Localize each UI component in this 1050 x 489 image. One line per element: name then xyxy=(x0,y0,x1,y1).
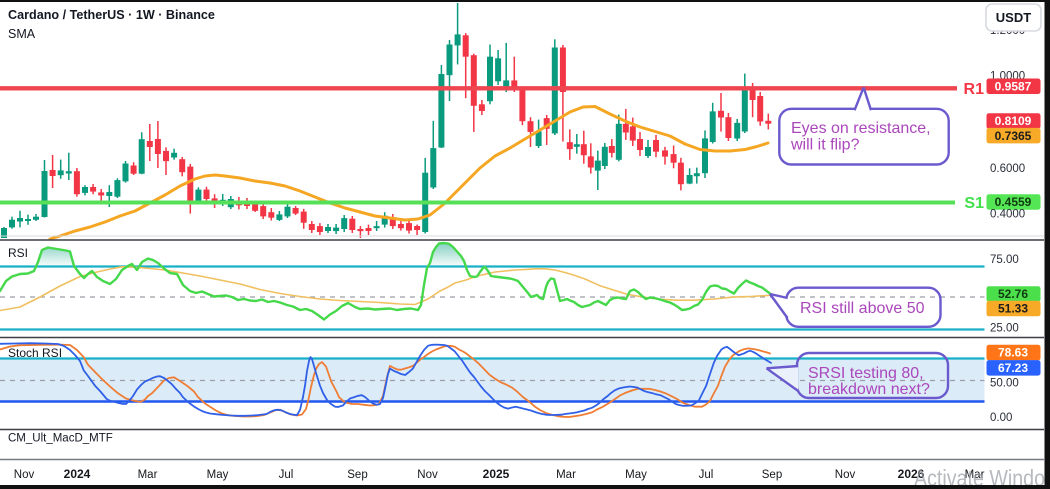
svg-text:Jul: Jul xyxy=(699,469,714,481)
svg-text:Nov: Nov xyxy=(14,469,35,481)
svg-text:Sep: Sep xyxy=(347,469,367,481)
svg-text:0.7365: 0.7365 xyxy=(995,129,1032,143)
svg-text:Nov: Nov xyxy=(835,469,856,481)
svg-text:0.4559: 0.4559 xyxy=(995,195,1032,209)
svg-text:52.76: 52.76 xyxy=(998,287,1028,301)
svg-text:breakdown next?: breakdown next? xyxy=(808,381,930,398)
svg-text:0.6000: 0.6000 xyxy=(990,163,1025,175)
svg-text:0.4000: 0.4000 xyxy=(990,209,1025,221)
svg-text:will it flip?: will it flip? xyxy=(790,137,860,154)
svg-text:51.33: 51.33 xyxy=(998,302,1028,316)
svg-text:USDT: USDT xyxy=(996,10,1031,25)
svg-text:0.9587: 0.9587 xyxy=(995,80,1032,94)
svg-text:75.00: 75.00 xyxy=(990,254,1019,266)
svg-text:78.63: 78.63 xyxy=(998,346,1028,360)
svg-text:SMA: SMA xyxy=(8,27,36,41)
svg-text:May: May xyxy=(207,469,229,481)
svg-text:R1: R1 xyxy=(964,81,985,98)
svg-text:SRSI testing 80,: SRSI testing 80, xyxy=(808,365,924,382)
svg-text:Mar: Mar xyxy=(965,469,985,481)
svg-text:0.8109: 0.8109 xyxy=(995,114,1032,128)
svg-text:Mar: Mar xyxy=(138,469,158,481)
svg-text:S1: S1 xyxy=(964,195,984,212)
svg-text:Sep: Sep xyxy=(762,469,782,481)
svg-text:RSI still above 50: RSI still above 50 xyxy=(800,300,925,317)
svg-text:RSI: RSI xyxy=(8,246,28,260)
svg-text:Eyes on resistance,: Eyes on resistance, xyxy=(791,120,931,137)
svg-text:25.00: 25.00 xyxy=(990,323,1019,335)
svg-text:Stoch RSI: Stoch RSI xyxy=(8,346,62,360)
svg-text:2025: 2025 xyxy=(483,467,510,481)
svg-text:Jul: Jul xyxy=(279,469,294,481)
svg-text:67.23: 67.23 xyxy=(998,361,1028,375)
svg-text:Mar: Mar xyxy=(556,469,576,481)
svg-text:2026: 2026 xyxy=(898,467,925,481)
svg-text:50.00: 50.00 xyxy=(990,378,1019,390)
svg-text:Nov: Nov xyxy=(417,469,438,481)
svg-text:0.00: 0.00 xyxy=(990,412,1012,424)
svg-text:2024: 2024 xyxy=(64,467,91,481)
svg-text:May: May xyxy=(625,469,647,481)
svg-text:Cardano / TetherUS · 1W · Bina: Cardano / TetherUS · 1W · Binance xyxy=(8,8,215,22)
svg-text:CM_Ult_MacD_MTF: CM_Ult_MacD_MTF xyxy=(8,433,113,445)
